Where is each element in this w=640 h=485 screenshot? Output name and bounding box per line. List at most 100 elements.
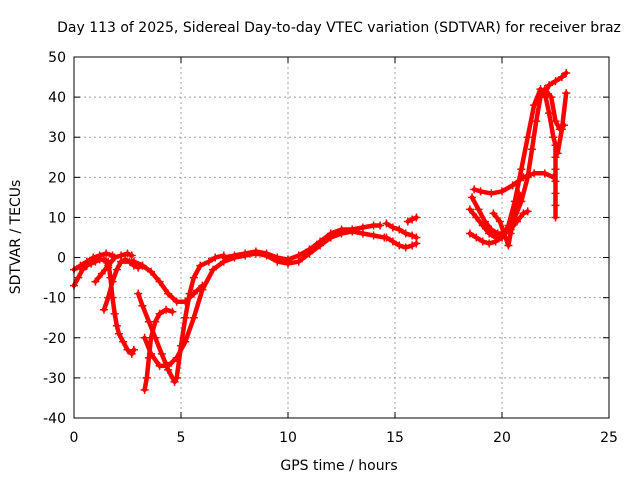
data-point xyxy=(465,229,474,238)
data-point xyxy=(262,249,271,258)
data-point xyxy=(294,251,303,260)
data-point xyxy=(551,141,560,150)
data-point xyxy=(527,145,536,154)
data-point xyxy=(151,317,160,326)
data-point xyxy=(198,285,207,294)
data-point xyxy=(408,241,417,250)
data-point xyxy=(117,257,126,266)
data-point xyxy=(76,261,85,270)
data-point xyxy=(395,225,404,234)
data-point xyxy=(523,133,532,142)
data-point xyxy=(316,237,325,246)
x-tick-label: 0 xyxy=(70,430,79,446)
data-point xyxy=(181,337,190,346)
data-point xyxy=(388,237,397,246)
data-point xyxy=(408,231,417,240)
data-point xyxy=(110,253,119,262)
data-point xyxy=(305,245,314,254)
data-point xyxy=(104,257,113,266)
x-axis-label: GPS time / hours xyxy=(280,458,397,474)
data-point xyxy=(155,309,164,318)
series-line xyxy=(467,86,567,240)
series-line xyxy=(71,257,111,288)
data-point xyxy=(472,213,481,222)
data-point xyxy=(472,233,481,242)
data-point xyxy=(376,221,385,230)
data-point xyxy=(219,253,228,262)
data-point xyxy=(510,209,519,218)
data-point xyxy=(515,189,524,198)
data-point xyxy=(508,181,517,190)
data-point xyxy=(284,255,292,264)
data-point xyxy=(485,239,494,248)
series-arc-12 xyxy=(382,233,421,252)
series-arc-20 xyxy=(551,141,560,222)
data-point xyxy=(91,277,100,286)
data-point xyxy=(172,373,181,382)
data-point xyxy=(395,241,404,250)
y-tick-label: 30 xyxy=(48,130,66,146)
data-point xyxy=(523,173,532,182)
data-point xyxy=(523,207,532,216)
data-point xyxy=(204,257,213,266)
data-point xyxy=(251,247,260,256)
data-point xyxy=(532,117,541,126)
data-point xyxy=(369,231,378,240)
data-point xyxy=(78,265,87,274)
data-point xyxy=(142,373,151,382)
data-point xyxy=(401,243,410,252)
data-point xyxy=(127,349,136,358)
series-arc-13 xyxy=(403,213,421,226)
y-tick-label: -10 xyxy=(43,291,66,307)
y-tick-label: -20 xyxy=(43,331,66,347)
data-series xyxy=(70,69,571,394)
series-line xyxy=(105,259,137,357)
data-point xyxy=(557,73,566,82)
data-point xyxy=(189,273,198,282)
data-point xyxy=(181,313,190,322)
data-point xyxy=(547,93,556,102)
data-point xyxy=(162,305,171,314)
data-point xyxy=(164,289,173,298)
data-point xyxy=(157,349,166,358)
data-point xyxy=(545,81,554,90)
data-point xyxy=(134,289,143,298)
data-point xyxy=(108,293,117,302)
y-tick-label: -30 xyxy=(43,371,66,387)
x-tick-label: 5 xyxy=(177,430,186,446)
data-point xyxy=(95,251,104,260)
data-point xyxy=(127,251,136,260)
y-tick-label: 10 xyxy=(48,210,66,226)
data-point xyxy=(412,239,421,248)
y-tick-label: 50 xyxy=(48,50,66,66)
data-point xyxy=(129,345,138,354)
data-point xyxy=(485,229,494,238)
data-point xyxy=(468,193,477,202)
series-arc-5 xyxy=(104,257,138,358)
data-point xyxy=(545,109,554,118)
data-point xyxy=(138,301,147,310)
y-tick-label: -40 xyxy=(43,411,66,427)
data-point xyxy=(551,189,560,198)
data-point xyxy=(138,261,147,270)
data-point xyxy=(401,229,410,238)
data-point xyxy=(478,221,487,230)
data-point xyxy=(106,273,115,282)
grid xyxy=(74,57,609,418)
x-tick-label: 15 xyxy=(386,430,404,446)
series-line xyxy=(221,223,383,262)
data-point xyxy=(82,257,91,266)
data-point xyxy=(74,273,83,282)
data-point xyxy=(530,101,539,110)
data-point xyxy=(155,361,164,370)
data-point xyxy=(189,313,198,322)
data-point xyxy=(196,261,205,270)
data-point xyxy=(549,133,558,142)
data-point xyxy=(489,209,498,218)
chart-title: Day 113 of 2025, Sidereal Day-to-day VTE… xyxy=(57,20,621,36)
data-point xyxy=(209,265,218,274)
data-point xyxy=(551,117,560,126)
data-point xyxy=(470,185,479,194)
series-arc-18 xyxy=(489,189,524,250)
